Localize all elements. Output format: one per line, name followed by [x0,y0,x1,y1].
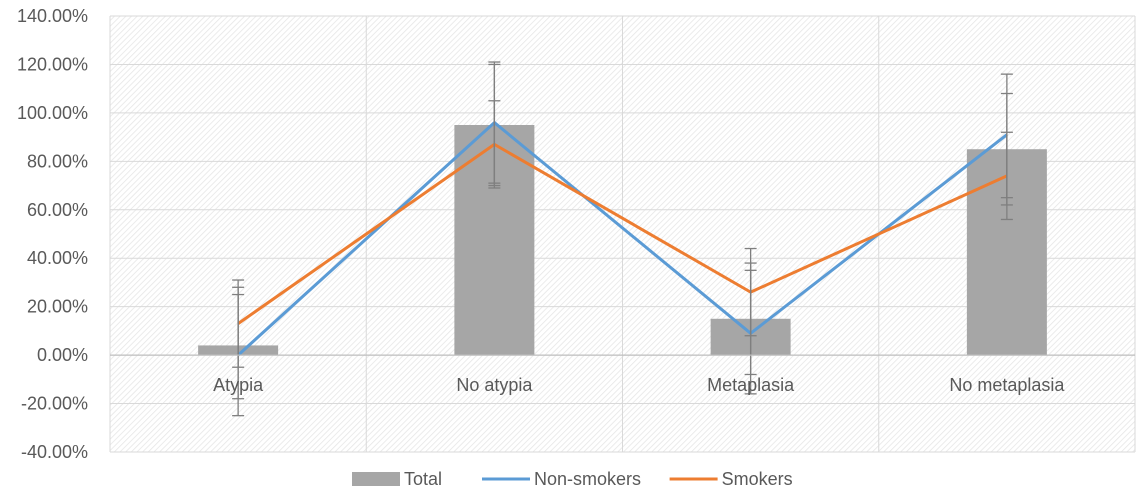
legend-label: Total [404,469,442,489]
y-tick-label: 40.00% [27,248,88,268]
x-category-label: Atypia [213,375,264,395]
y-tick-label: -40.00% [21,442,88,462]
error-bars [232,61,1013,417]
legend: Total Non-smokers Smokers [352,469,793,489]
legend-swatch-total [352,472,400,486]
y-tick-label: 0.00% [37,345,88,365]
x-category-label: No metaplasia [949,375,1065,395]
y-tick-label: 80.00% [27,151,88,171]
line-smokers [237,142,1008,325]
y-tick-label: 120.00% [17,54,88,74]
y-axis: 140.00% 120.00% 100.00% 80.00% 60.00% 40.00% 2… [17,6,88,462]
x-category-label: No atypia [456,375,533,395]
x-category-label: Metaplasia [707,375,795,395]
legend-label: Smokers [722,469,793,489]
line-series [237,121,1008,357]
y-tick-label: 60.00% [27,200,88,220]
y-tick-label: 100.00% [17,103,88,123]
y-tick-label: 140.00% [17,6,88,26]
y-tick-label: -20.00% [21,394,88,414]
legend-label: Non-smokers [534,469,641,489]
y-tick-label: 20.00% [27,297,88,317]
x-axis: Atypia No atypia Metaplasia No metaplasia [110,354,1135,395]
